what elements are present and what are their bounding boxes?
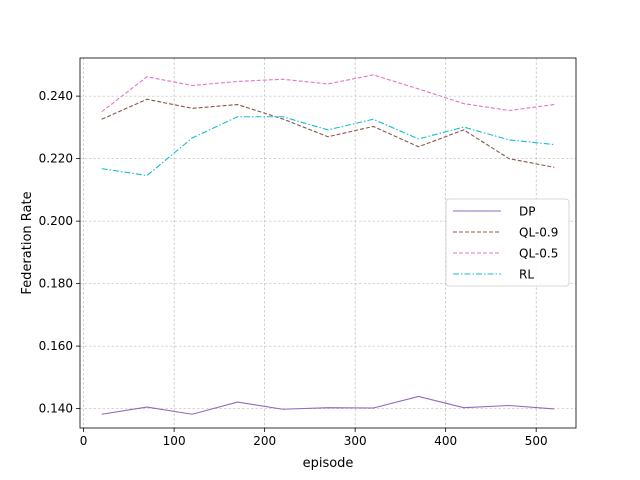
grid [80, 58, 576, 428]
y-tick-label: 0.160 [39, 339, 73, 353]
x-axis-ticks: 0 100 200 300 400 500 [80, 428, 548, 448]
series-line-ql-0-9 [101, 98, 555, 168]
legend-label: DP [519, 205, 535, 219]
series-line-dp [101, 395, 555, 415]
y-tick-label: 0.140 [39, 402, 73, 416]
x-tick-label: 200 [253, 434, 276, 448]
legend: DP QL-0.9 QL-0.5 RL [445, 198, 570, 287]
x-tick-label: 0 [80, 434, 88, 448]
x-tick-label: 400 [434, 434, 457, 448]
y-tick-label: 0.200 [39, 214, 73, 228]
legend-label: RL [519, 268, 534, 282]
legend-label: QL-0.9 [519, 226, 558, 240]
y-axis-label: Federation Rate [20, 191, 35, 294]
y-axis-ticks: 0.140 0.160 0.180 0.200 0.220 0.240 [39, 89, 80, 416]
legend-label: QL-0.5 [519, 247, 558, 261]
series-lines [101, 74, 555, 415]
y-tick-label: 0.180 [39, 277, 73, 291]
plot-frame [79, 57, 577, 429]
y-tick-label: 0.240 [39, 89, 73, 103]
legend-box [445, 198, 570, 287]
series-line-ql-0-5 [101, 74, 555, 113]
x-tick-label: 500 [525, 434, 548, 448]
x-tick-label: 300 [344, 434, 367, 448]
y-tick-label: 0.220 [39, 152, 73, 166]
x-tick-label: 100 [163, 434, 186, 448]
x-axis-label: episode [303, 456, 354, 471]
series-line-rl [101, 116, 555, 177]
